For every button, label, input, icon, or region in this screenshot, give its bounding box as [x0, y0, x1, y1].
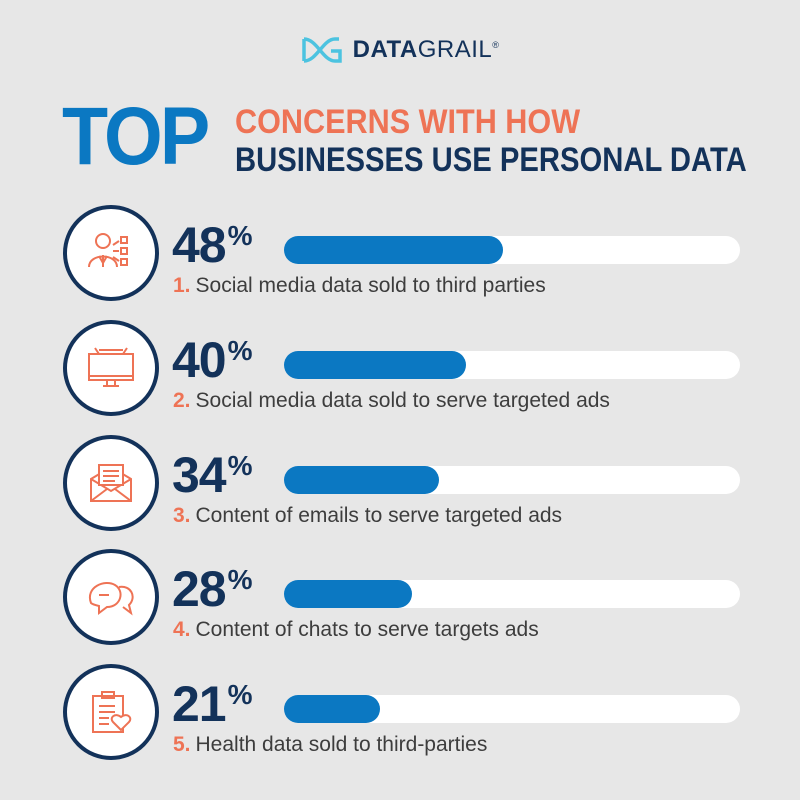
chart-row: 34% 3. Content of emails to serve targete… — [0, 432, 800, 532]
value-label: 48% — [172, 217, 253, 273]
title-line-1: CONCERNS WITH HOW — [235, 103, 581, 141]
chart-row: 48% 1. Social media data sold to third pa… — [0, 202, 800, 302]
bar-fill — [284, 236, 503, 264]
icon-circle — [63, 664, 159, 760]
icon-circle — [63, 205, 159, 301]
bar-fill — [284, 351, 467, 379]
icon-circle — [63, 435, 159, 531]
title-top: TOP — [62, 91, 210, 182]
chart-row: 21% 5. Health data sold to third-parties — [0, 661, 800, 761]
value-label: 34% — [172, 447, 253, 503]
brand-name: DATAGRAIL® — [352, 36, 500, 63]
bar-track — [284, 236, 740, 264]
chart-row: 28% 4. Content of chats to serve targets … — [0, 546, 800, 646]
value-label: 21% — [172, 676, 253, 732]
value-label: 40% — [172, 332, 253, 388]
bar-fill — [284, 580, 412, 608]
category-label: 4. Content of chats to serve targets ads — [173, 618, 539, 641]
title-line-2: BUSINESSES USE PERSONAL DATA — [235, 141, 747, 179]
datagrail-logo-icon — [301, 37, 342, 63]
category-label: 1. Social media data sold to third partie… — [173, 274, 546, 297]
bar-track — [284, 580, 740, 608]
speaking-person-icon — [88, 233, 128, 268]
chat-bubbles-icon — [88, 582, 134, 616]
bar-fill — [284, 695, 380, 723]
clipboard-heart-icon — [92, 691, 132, 733]
bar-fill — [284, 466, 440, 494]
bar-track — [284, 351, 740, 379]
icon-circle — [63, 549, 159, 645]
brand-logo: DATAGRAIL® — [0, 36, 800, 64]
category-label: 3. Content of emails to serve targeted ad… — [173, 504, 563, 527]
value-label: 28% — [172, 561, 253, 617]
chart-row: 40% 2. Social media data sold to serve ta… — [0, 317, 800, 417]
category-label: 2. Social media data sold to serve target… — [173, 389, 610, 412]
envelope-letter-icon — [90, 464, 132, 502]
bar-track — [284, 466, 740, 494]
bar-track — [284, 695, 740, 723]
category-label: 5. Health data sold to third-parties — [173, 733, 488, 756]
icon-circle — [63, 320, 159, 416]
billboard-monitor-icon — [88, 347, 134, 387]
